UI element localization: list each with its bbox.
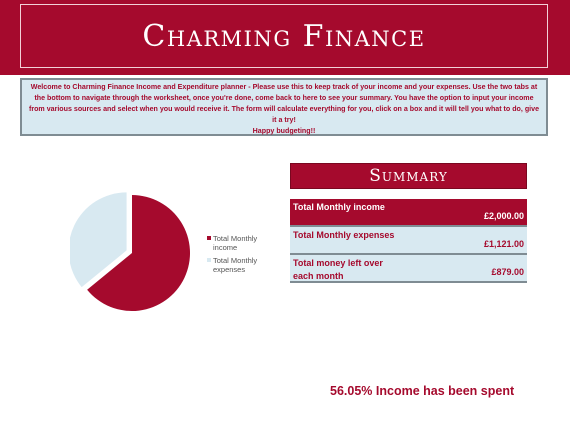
legend-swatch-expenses [207,258,211,262]
summary-row-income[interactable]: Total Monthly income £2,000.00 [290,199,527,227]
summary-header: Summary [290,163,527,189]
summary-table: Total Monthly income £2,000.00 Total Mon… [290,199,527,283]
legend-item-expenses: Total Monthly expenses [207,256,283,274]
income-label: Total Monthly income [293,202,385,212]
header-banner: Charming Finance [0,0,570,75]
legend-label-expenses: Total Monthly expenses [213,256,258,274]
summary-row-remaining[interactable]: Total money left over each month £879.00 [290,255,527,283]
pie-chart [70,192,190,311]
spent-summary: 56.05% Income has been spent [330,384,514,398]
intro-box: Welcome to Charming Finance Income and E… [20,78,548,136]
legend-swatch-income [207,236,211,240]
pie-slices [70,192,190,311]
remaining-value: £879.00 [491,267,524,277]
intro-text: Welcome to Charming Finance Income and E… [28,83,540,124]
expenses-value: £1,121.00 [483,239,524,249]
summary-row-expenses[interactable]: Total Monthly expenses £1,121.00 [290,227,527,255]
remaining-label: Total money left over each month [293,258,383,281]
summary-title: Summary [369,166,448,186]
income-value: £2,000.00 [483,211,524,221]
legend-label-income: Total Monthly income [213,234,258,252]
pie-slice-expenses [70,192,127,288]
pie-slice-income [87,195,190,311]
chart-legend: Total Monthly income Total Monthly expen… [207,234,283,278]
header-frame: Charming Finance [20,4,548,68]
page-title: Charming Finance [142,18,426,54]
spent-text: Income has been spent [375,384,515,398]
intro-closing: Happy budgeting!! [252,127,316,135]
legend-item-income: Total Monthly income [207,234,283,252]
spent-percent: 56.05% [330,384,373,398]
expenses-label: Total Monthly expenses [293,230,395,240]
